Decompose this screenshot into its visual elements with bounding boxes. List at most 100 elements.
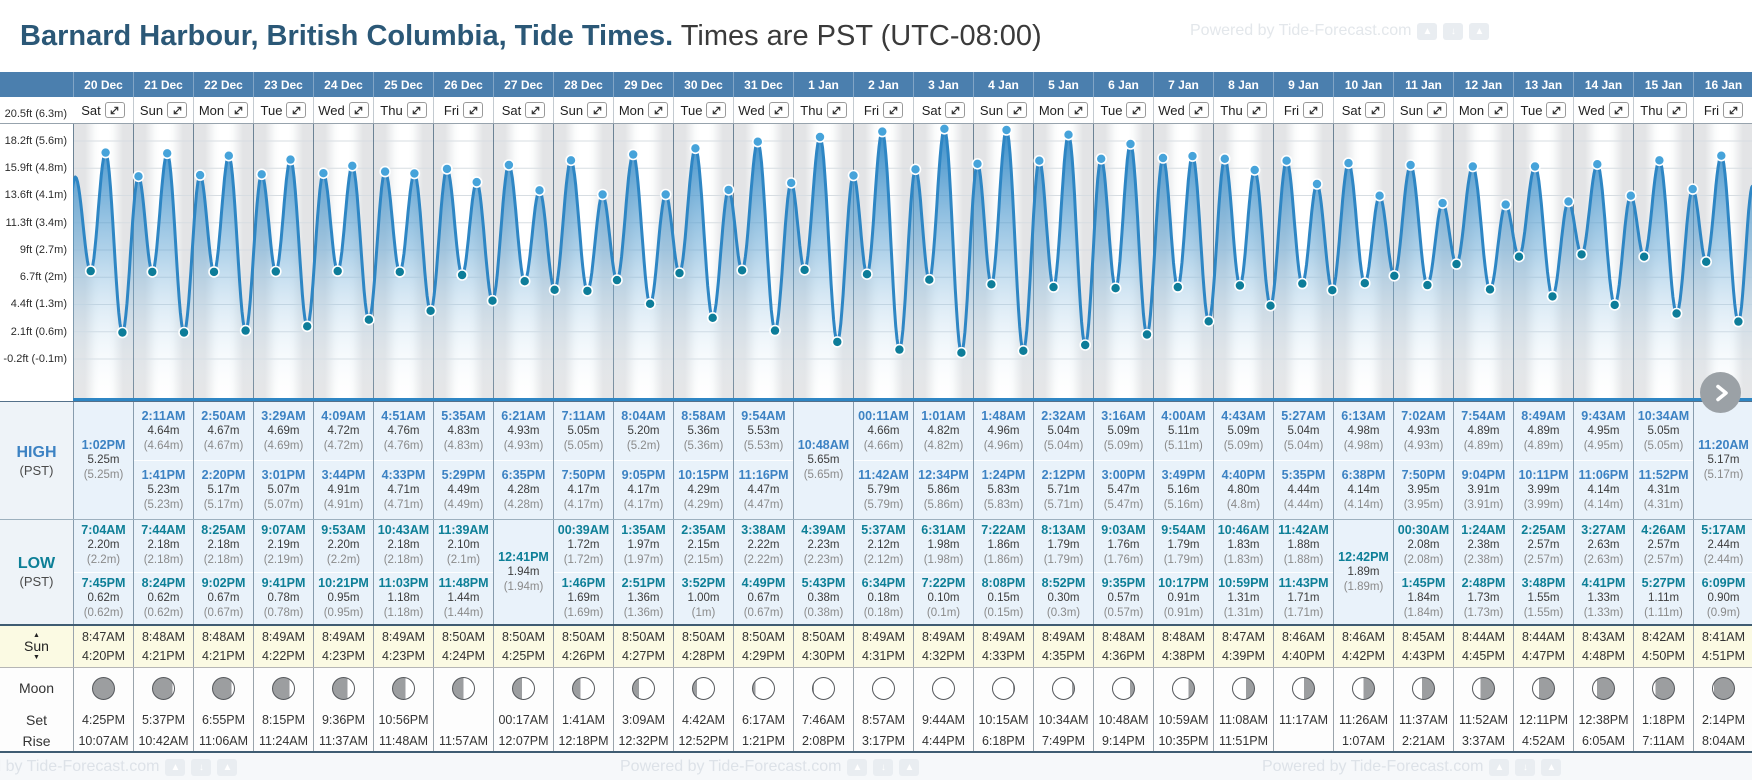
- expand-day-button[interactable]: [1365, 102, 1386, 118]
- high-tide-cell: 8:49AM 4.89m (4.89m) 10:11PM 3.99m (3.99m): [1513, 402, 1573, 519]
- expand-day-button[interactable]: [1546, 102, 1567, 118]
- tide-height: 2.20m: [87, 539, 120, 552]
- tide-time: 5:43PM: [801, 575, 846, 590]
- tide-height: 1.79m: [1167, 539, 1200, 552]
- expand-day-button[interactable]: [706, 102, 727, 118]
- expand-day-button[interactable]: [406, 102, 427, 118]
- high-tide-marker: [223, 149, 235, 162]
- tide-event: 10:48AM 5.65m (5.65m): [794, 438, 853, 483]
- expand-icon: [654, 106, 662, 114]
- tide-time: 11:20AM: [1698, 438, 1749, 452]
- watermark-text: Powered by Tide-Forecast.com: [1190, 22, 1412, 39]
- moon-phase-icon: [1652, 676, 1675, 700]
- tide-event: 9:02PM 0.67m (0.67m): [194, 571, 253, 625]
- tide-time: 5:35AM: [441, 408, 486, 423]
- moon-phase-cell: [493, 668, 553, 708]
- expand-day-button[interactable]: [587, 102, 608, 118]
- moon-row-label-text: Moon: [18, 680, 55, 696]
- tide-height: 5.17m: [1707, 454, 1740, 466]
- expand-day-button[interactable]: [648, 102, 669, 118]
- expand-day-button[interactable]: [104, 102, 125, 118]
- expand-day-button[interactable]: [1188, 102, 1209, 118]
- high-tide-marker: [1653, 154, 1666, 167]
- weekday-cell: Wed: [1153, 97, 1213, 123]
- expand-day-button[interactable]: [228, 102, 249, 118]
- tide-height-rounded: (4.89m): [1463, 439, 1504, 452]
- tide-time: 2:32AM: [1041, 408, 1086, 423]
- tide-time: 11:06PM: [1578, 467, 1629, 482]
- expand-day-button[interactable]: [1303, 102, 1324, 118]
- weekday-cell: Sun: [973, 97, 1033, 123]
- expand-day-button[interactable]: [286, 102, 307, 118]
- expand-day-button[interactable]: [1488, 102, 1509, 118]
- expand-day-button[interactable]: [525, 102, 546, 118]
- weekday-cell: Tue: [253, 97, 313, 123]
- tide-height-rounded: (0.62m): [143, 606, 184, 619]
- tide-height-rounded: (0.1m): [926, 606, 961, 619]
- tide-height: 2.20m: [327, 539, 360, 552]
- low-tide-marker: [116, 326, 129, 339]
- tide-event: 4:41PM 1.33m (1.33m): [1574, 571, 1633, 625]
- tide-time: 5:27PM: [1641, 575, 1686, 590]
- expand-day-button[interactable]: [883, 102, 904, 118]
- tide-height-rounded: (1.73m): [1463, 606, 1504, 619]
- tide-event: 10:11PM 3.99m (3.99m): [1514, 460, 1573, 519]
- expand-day-button[interactable]: [768, 102, 789, 118]
- expand-day-button[interactable]: [348, 102, 369, 118]
- tide-event: 2:20PM 5.17m (5.17m): [194, 460, 253, 519]
- high-tide-cell: 2:11AM 4.64m (4.64m) 1:41PM 5.23m (5.23m): [133, 402, 193, 519]
- weekday-label: Wed: [738, 102, 765, 118]
- date-cell: 20 Dec: [73, 72, 133, 97]
- tide-height: 0.90m: [1707, 591, 1740, 604]
- moon-phase-cell: [193, 668, 253, 708]
- expand-day-button[interactable]: [1666, 102, 1687, 118]
- expand-day-button[interactable]: [945, 102, 966, 118]
- sun-times-cell: 8:48AM 4:38PM: [1153, 626, 1213, 667]
- expand-day-button[interactable]: [1068, 102, 1089, 118]
- low-tide-cell: 11:42AM 1.88m (1.88m) 11:43PM 1.71m (1.71m): [1273, 520, 1333, 624]
- sun-times-cell: 8:46AM 4:42PM: [1333, 626, 1393, 667]
- tide-height-rounded: (0.18m): [863, 606, 904, 619]
- expand-day-button[interactable]: [1126, 102, 1147, 118]
- expand-day-button[interactable]: [1007, 102, 1028, 118]
- tide-event: 00:39AM 1.72m (1.72m): [554, 520, 613, 572]
- tide-height-rounded: (4.49m): [443, 498, 484, 511]
- tide-height: 4.17m: [627, 483, 660, 496]
- low-tide-marker: [548, 284, 561, 296]
- tide-time: 9:35PM: [1101, 575, 1146, 590]
- low-tide-marker: [1326, 284, 1339, 296]
- tide-height: 5.36m: [687, 424, 720, 437]
- expand-day-button[interactable]: [1723, 102, 1744, 118]
- tide-height-rounded: (4.69m): [263, 439, 304, 452]
- tide-height-rounded: (4.83m): [443, 439, 484, 452]
- tide-height: 1.72m: [567, 539, 600, 552]
- expand-day-button[interactable]: [463, 102, 484, 118]
- moonrise-time: 6:18PM: [973, 731, 1033, 751]
- moonset-time: 11:26AM: [1333, 708, 1393, 731]
- tide-event: 11:16PM 4.47m (4.47m): [734, 460, 793, 519]
- tide-event: 10:43AM 2.18m (2.18m): [374, 520, 433, 572]
- expand-day-button[interactable]: [826, 102, 847, 118]
- low-tide-cell: 7:22AM 1.86m (1.86m) 8:08PM 0.15m (0.15m): [973, 520, 1033, 624]
- moonset-time: 6:55PM: [193, 708, 253, 731]
- low-tide-marker: [736, 264, 748, 277]
- date-cell: 10 Jan: [1333, 72, 1393, 97]
- next-page-button[interactable]: [1700, 372, 1741, 413]
- tide-event: 3:52PM 1.00m (1m): [674, 571, 733, 625]
- sunrise-time: 8:41AM: [1701, 629, 1746, 644]
- tide-event: 3:48PM 1.55m (1.55m): [1514, 571, 1573, 625]
- tide-event: 7:11AM 5.05m (5.05m): [554, 402, 613, 460]
- weekday-label: Sat: [1341, 102, 1362, 118]
- tide-height-rounded: (2.19m): [263, 554, 304, 567]
- low-tide-marker: [1359, 277, 1371, 289]
- tide-height-rounded: (4.64m): [143, 439, 184, 452]
- tide-height: 0.57m: [1107, 591, 1140, 604]
- expand-day-button[interactable]: [1608, 102, 1629, 118]
- expand-day-button[interactable]: [1427, 102, 1448, 118]
- weekday-label: Sun: [1399, 102, 1424, 118]
- expand-day-button[interactable]: [167, 102, 188, 118]
- watermark-text: Powered by Tide-Forecast.com: [1262, 758, 1484, 775]
- moonset-row-label: Set: [0, 708, 73, 731]
- expand-day-button[interactable]: [1246, 102, 1267, 118]
- tide-height: 2.44m: [1707, 539, 1740, 552]
